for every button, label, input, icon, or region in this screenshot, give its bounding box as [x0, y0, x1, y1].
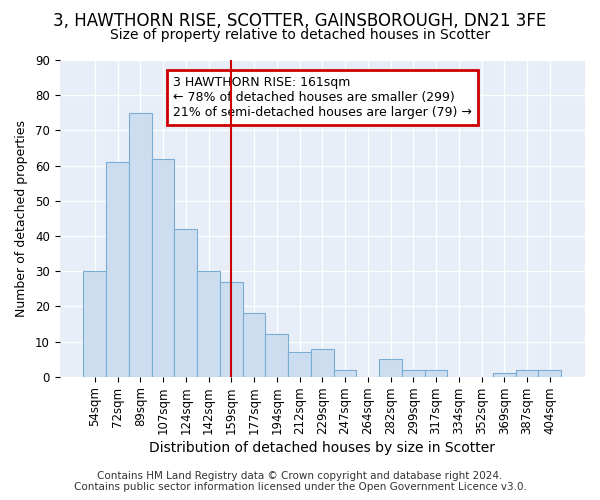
Bar — [83, 271, 106, 376]
Bar — [515, 370, 538, 376]
X-axis label: Distribution of detached houses by size in Scotter: Distribution of detached houses by size … — [149, 441, 495, 455]
Bar — [402, 370, 425, 376]
Text: 3 HAWTHORN RISE: 161sqm
← 78% of detached houses are smaller (299)
21% of semi-d: 3 HAWTHORN RISE: 161sqm ← 78% of detache… — [173, 76, 472, 119]
Bar — [311, 348, 334, 376]
Y-axis label: Number of detached properties: Number of detached properties — [15, 120, 28, 317]
Bar — [493, 373, 515, 376]
Bar — [129, 113, 152, 376]
Bar — [425, 370, 448, 376]
Bar — [379, 359, 402, 376]
Bar — [197, 271, 220, 376]
Bar — [265, 334, 288, 376]
Bar — [288, 352, 311, 376]
Bar — [538, 370, 561, 376]
Bar — [220, 282, 242, 376]
Text: Contains HM Land Registry data © Crown copyright and database right 2024.
Contai: Contains HM Land Registry data © Crown c… — [74, 471, 526, 492]
Bar — [334, 370, 356, 376]
Text: Size of property relative to detached houses in Scotter: Size of property relative to detached ho… — [110, 28, 490, 42]
Text: 3, HAWTHORN RISE, SCOTTER, GAINSBOROUGH, DN21 3FE: 3, HAWTHORN RISE, SCOTTER, GAINSBOROUGH,… — [53, 12, 547, 30]
Bar — [152, 158, 175, 376]
Bar — [106, 162, 129, 376]
Bar — [175, 229, 197, 376]
Bar — [242, 314, 265, 376]
